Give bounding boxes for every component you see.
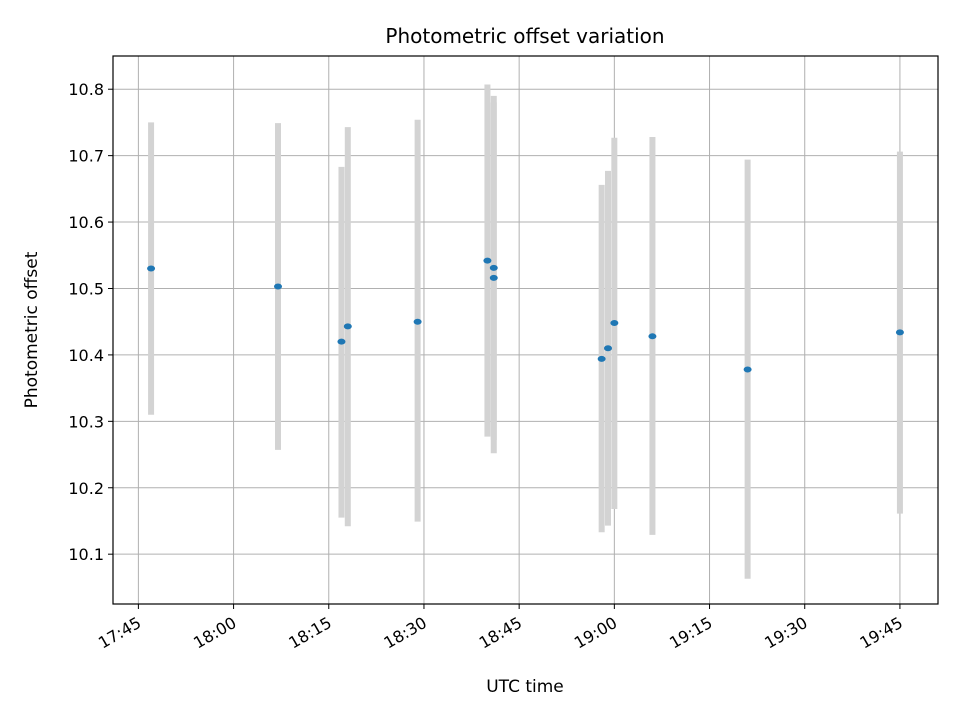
y-tick-label: 10.3 <box>68 412 104 431</box>
data-point <box>337 338 346 345</box>
data-point <box>895 329 904 336</box>
data-point <box>597 355 606 362</box>
data-point <box>489 274 498 281</box>
y-tick-label: 10.2 <box>68 479 104 498</box>
y-tick-label: 10.5 <box>68 279 104 298</box>
y-tick-label: 10.6 <box>68 213 104 232</box>
data-point <box>147 265 156 272</box>
data-points <box>147 257 904 373</box>
plot-frame <box>112 55 939 605</box>
x-axis-label: UTC time <box>486 677 564 697</box>
data-point <box>483 257 492 264</box>
y-axis-ticks: 10.1 10.2 10.3 10.4 10.5 10.6 10.7 10.8 <box>68 80 113 564</box>
y-axis-label: Photometric offset <box>22 251 42 408</box>
chart-title: Photometric offset variation <box>385 24 664 48</box>
data-point <box>604 345 612 352</box>
data-point <box>413 318 422 325</box>
data-point <box>274 283 282 290</box>
y-tick-label: 10.4 <box>68 346 104 365</box>
data-point <box>489 264 498 271</box>
data-point <box>610 320 619 327</box>
y-tick-label: 10.1 <box>68 545 104 564</box>
data-point <box>743 366 752 373</box>
data-point <box>343 323 352 330</box>
data-point <box>648 333 657 340</box>
y-tick-label: 10.7 <box>68 147 104 166</box>
y-tick-label: 10.8 <box>68 80 104 99</box>
